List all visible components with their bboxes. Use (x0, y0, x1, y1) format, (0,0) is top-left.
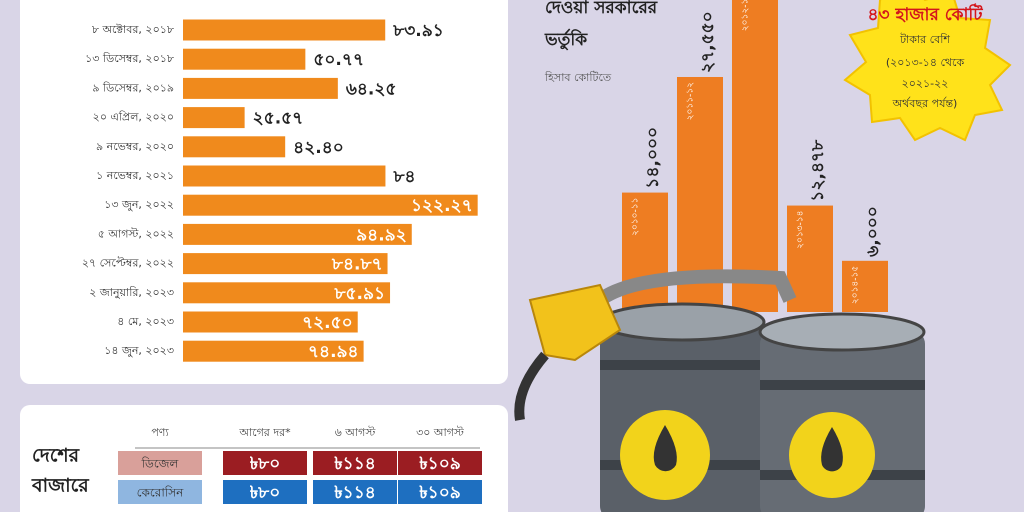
bar (183, 107, 245, 129)
value-label: ৫০.৭৭ (313, 50, 364, 70)
category-label: ৮ অক্টোবর, ২০১৮ (92, 23, 174, 36)
table-cell (223, 480, 307, 504)
category-label: ১৪ জুন, ২০২৩ (104, 344, 174, 357)
table-cell-text: ৳১০৯ (419, 483, 461, 503)
table-cell-text: ৳১১৪ (334, 454, 376, 474)
value-label: ৯৪.৯২ (356, 225, 407, 245)
table-heading: বাজারে (31, 475, 90, 497)
subsidy-title: দেওয়া সরকারের (545, 0, 658, 18)
column-header: পণ্য (151, 426, 169, 439)
table-cell (313, 480, 397, 504)
bar (183, 223, 412, 245)
column-header: ৩০ আগস্ট (416, 426, 465, 439)
callout-line: টাকার বেশি (899, 33, 950, 46)
callout-headline: ৪৩ হাজার কোটি (867, 3, 983, 25)
bar (183, 253, 388, 275)
category-label: ১৩ ডিসেম্বর, ২০১৮ (85, 52, 174, 65)
value-label: ১২,৪৭৮ (808, 139, 828, 202)
value-label: ৭৪.৯৪ (308, 342, 359, 362)
bar (183, 165, 386, 187)
bar (622, 192, 668, 312)
bar (183, 136, 286, 158)
bar (183, 340, 364, 362)
table-cell (118, 480, 202, 504)
column-header: ৬ আগস্ট (335, 426, 377, 439)
category-label: ২০ এপ্রিল, ২০২০ (93, 111, 174, 124)
table-cell (398, 451, 482, 475)
value-label: ৮৫.৯১ (333, 284, 385, 304)
bar (183, 311, 358, 333)
bar (183, 19, 386, 41)
callout-note: (২০১৩-১৪ থেকে (886, 56, 965, 69)
table-cell (223, 451, 307, 475)
table-cell (398, 480, 482, 504)
table-cell (118, 451, 202, 475)
table-cell-text: ৳৮০ (250, 454, 281, 474)
callout-burst (843, 0, 1012, 142)
table-cell-text: কেরোসিন (137, 486, 185, 500)
value-label: ৬,০০০ (863, 206, 883, 257)
value-label: ৮৪.৮৭ (331, 255, 383, 275)
value-label: ৮৪ (392, 167, 415, 187)
bar (732, 0, 778, 313)
subsidy-subtitle: হিসাব কোটিতে (544, 71, 612, 84)
value-label: ৬৪.২৫ (346, 79, 397, 99)
value-label: ১২২.২৭ (411, 196, 473, 216)
subsidy-title: ভর্তুকি (544, 28, 588, 51)
value-label: ২৫.৫৭ (253, 109, 304, 129)
category-label: ২০১২-১৩ (741, 0, 751, 31)
bar (183, 282, 391, 304)
callout-note: ২০২১-২২ (902, 77, 949, 90)
category-label: ৪ মে, ২০২৩ (117, 315, 174, 328)
table-heading: দেশের (32, 445, 81, 467)
category-label: ২০১৩-১৪ (796, 211, 806, 249)
table-cell (313, 451, 397, 475)
value-label: ৭২.৫০ (302, 313, 353, 333)
category-label: ১ নভেম্বর, ২০২১ (96, 169, 174, 182)
value-label: ৪২.৪০ (293, 138, 344, 158)
category-label: ২০১০-১১ (631, 198, 641, 236)
category-label: ২০১৪-১৫ (851, 266, 861, 304)
bar (183, 77, 338, 99)
table-cell-text: ৳৮০ (250, 483, 281, 503)
category-label: ৯ ডিসেম্বর, ২০১৯ (92, 81, 174, 94)
barrels (514, 269, 926, 512)
bar (183, 48, 306, 70)
value-label: ৮৩.৯১ (392, 21, 444, 41)
category-label: ৫ আগস্ট, ২০২২ (98, 227, 174, 240)
value-label: ২৭,৫৫০ (698, 11, 718, 73)
value-label: ১৪,০০০ (643, 127, 663, 189)
category-label: ২০১১-১২ (686, 82, 696, 120)
category-label: ৯ নভেম্বর, ২০২০ (96, 140, 174, 153)
bar (183, 194, 478, 216)
category-label: ১৩ জুন, ২০২২ (104, 198, 174, 211)
category-label: ২৭ সেপ্টেম্বর, ২০২২ (82, 257, 174, 270)
table-cell-text: ডিজেল (141, 457, 180, 471)
column-header: আগের দর* (238, 426, 291, 439)
callout-note: অর্থবছর পর্যন্ত) (892, 97, 958, 110)
category-label: ২ জানুয়ারি, ২০২৩ (89, 286, 174, 299)
table-cell-text: ৳১০৯ (419, 454, 461, 474)
bar (842, 260, 888, 312)
table-cell-text: ৳১১৪ (334, 483, 376, 503)
